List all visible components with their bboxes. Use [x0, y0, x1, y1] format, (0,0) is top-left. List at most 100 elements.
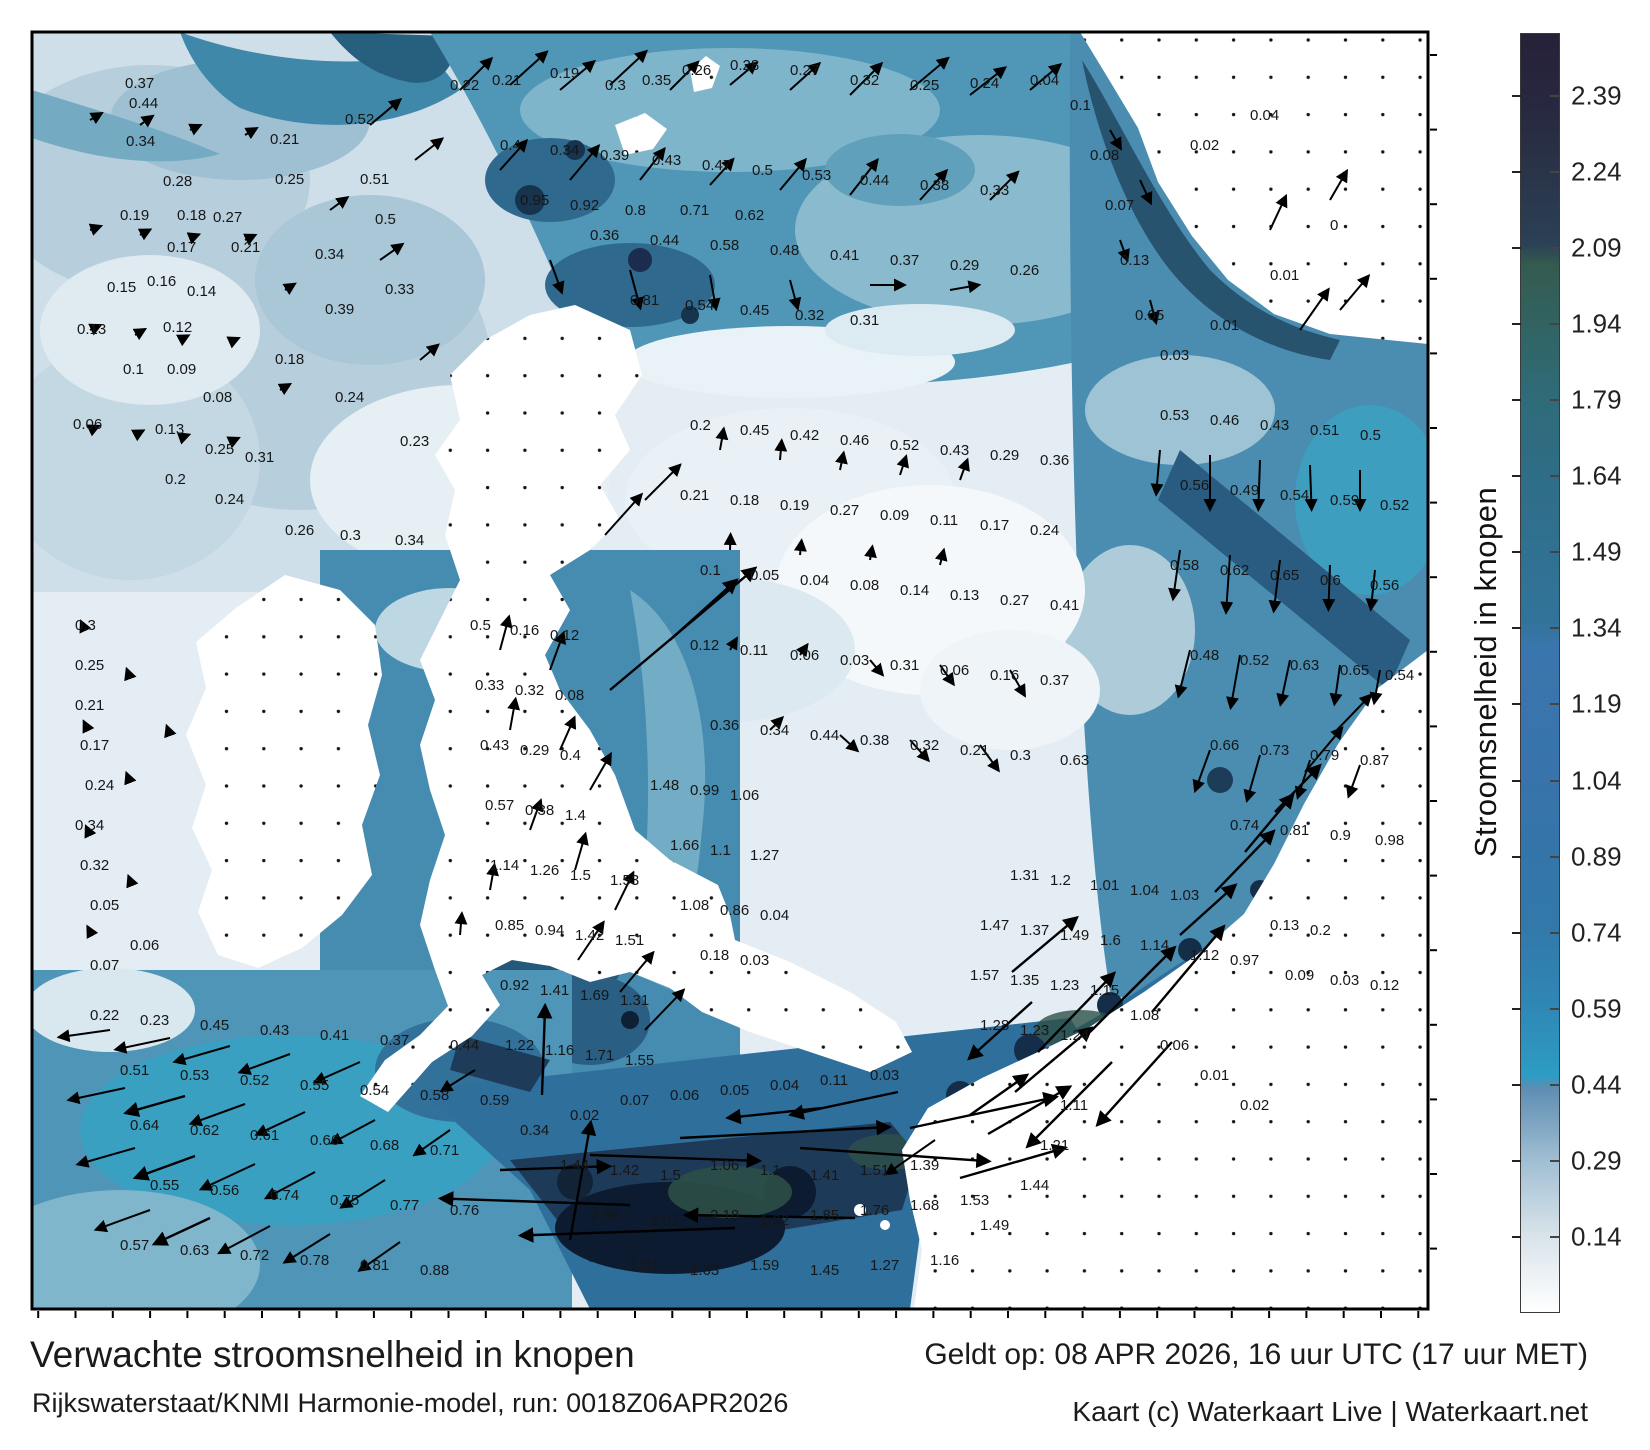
speed-value-label: 1.51	[615, 932, 644, 949]
speed-value-label: 0.29	[990, 447, 1019, 464]
colorbar-tick-label: 0.44	[1571, 1069, 1622, 1100]
current-arrow	[1025, 1061, 1113, 1149]
speed-value-label: 0.92	[570, 197, 599, 214]
speed-value-label: 0.24	[335, 389, 364, 406]
speed-value-label: 0.81	[630, 292, 659, 309]
colorbar-tick-label: 1.19	[1571, 688, 1622, 719]
speed-value-label: 0.09	[1285, 967, 1314, 984]
current-arrow	[725, 1106, 823, 1125]
speed-value-label: 0.44	[650, 232, 679, 249]
speed-value-label: 0.77	[390, 1197, 419, 1214]
speed-value-label: 0.18	[700, 947, 729, 964]
colorbar-tick-mark	[1512, 170, 1521, 173]
speed-value-label: 0.4	[500, 137, 521, 154]
current-arrow	[769, 715, 785, 731]
speed-value-label: 2.36	[590, 1207, 619, 1224]
current-arrow	[139, 114, 155, 128]
colorbar-tick-mark	[1512, 323, 1521, 326]
speed-value-label: 0.14	[187, 283, 216, 300]
current-arrow	[176, 432, 192, 445]
colorbar-tick-mark	[1550, 475, 1559, 478]
speed-value-label: 1.4	[565, 807, 586, 824]
colorbar-tick-mark	[1512, 94, 1521, 97]
current-arrow	[226, 436, 241, 449]
speed-value-label: 0.45	[200, 1017, 229, 1034]
speed-value-label: 0.39	[600, 147, 629, 164]
speed-value-label: 0.86	[720, 902, 749, 919]
speed-value-label: 0.06	[790, 647, 819, 664]
current-arrow	[459, 56, 494, 91]
speed-value-label: 0.99	[690, 782, 719, 799]
current-arrow	[124, 666, 137, 682]
colorbar-tick-mark	[1550, 551, 1559, 554]
speed-value-label: 1.06	[710, 1157, 739, 1174]
speed-value-label: 0.38	[920, 177, 949, 194]
colorbar-tick-mark	[1512, 855, 1521, 858]
speed-value-label: 0.46	[840, 432, 869, 449]
speed-value-label: 0.59	[480, 1092, 509, 1109]
colorbar-tick-label: 1.79	[1571, 384, 1622, 415]
current-arrow	[84, 824, 97, 839]
speed-value-label: 0.27	[213, 209, 242, 226]
speed-value-label: 0.73	[1260, 742, 1289, 759]
speed-value-label: 0.31	[850, 312, 879, 329]
speed-value-label: 0.21	[75, 697, 104, 714]
current-arrow	[1226, 654, 1241, 711]
current-arrow	[1009, 669, 1026, 698]
current-speed-map: 0.37 0.44 0.34 0.28 0.19 0.18 0.27 0.17 0.21 0.15…	[30, 30, 1440, 1322]
colorbar-tick-mark	[1512, 1007, 1521, 1010]
speed-value-label: 0.02	[1240, 1097, 1269, 1114]
colorbar-tick-mark	[1550, 323, 1559, 326]
speed-value-label: 0.54	[1385, 667, 1414, 684]
speed-value-label: 0.72	[240, 1247, 269, 1264]
colorbar-tick-label: 2.09	[1571, 232, 1622, 263]
speed-value-label: 0.44	[860, 172, 889, 189]
current-arrow	[788, 1090, 899, 1120]
current-arrow	[707, 274, 721, 312]
speed-value-label: 1.23	[1020, 1022, 1049, 1039]
speed-value-label: 0.18	[177, 207, 206, 224]
speed-value-label: 1.44	[1020, 1177, 1049, 1194]
speed-value-label: 0.54	[1280, 487, 1309, 504]
current-arrow	[137, 228, 153, 241]
current-arrow	[793, 538, 807, 556]
current-arrow	[88, 223, 104, 236]
colorbar-tick-label: 1.49	[1571, 536, 1622, 567]
speed-value-label: 0.06	[130, 937, 159, 954]
speed-value-label: 1.11	[1060, 1097, 1088, 1114]
speed-value-label: 1.15	[1090, 982, 1119, 999]
speed-value-label: 0.2	[690, 417, 711, 434]
speed-value-label: 0.39	[325, 301, 354, 318]
speed-value-label: 0.45	[740, 302, 769, 319]
current-arrow	[589, 751, 612, 791]
current-arrow	[839, 734, 860, 753]
speed-value-label: 0.03	[840, 652, 869, 669]
speed-value-label: 0.06	[1160, 1037, 1189, 1054]
colorbar-tick-mark	[1550, 627, 1559, 630]
colorbar-tick-mark	[1550, 703, 1559, 706]
speed-value-label: 0.04	[1030, 72, 1059, 89]
current-arrow	[439, 1069, 476, 1093]
current-arrow	[629, 269, 644, 311]
current-arrow	[1334, 693, 1373, 733]
colorbar-tick-mark	[1550, 170, 1559, 173]
speed-value-label: 1.45	[810, 1262, 839, 1279]
speed-value-label: 0.37	[890, 252, 919, 269]
speed-value-label: 0.13	[1120, 252, 1149, 269]
speed-value-label: 0.01	[1200, 1067, 1229, 1084]
colorbar-tick-label: 1.64	[1571, 460, 1622, 491]
speed-value-label: 0.43	[940, 442, 969, 459]
speed-value-label: 0.21	[231, 239, 260, 256]
valid-time: Geldt op: 08 APR 2026, 16 uur UTC (17 uu…	[924, 1338, 1588, 1371]
speed-value-label: 0.33	[980, 182, 1009, 199]
current-arrow	[604, 492, 644, 536]
colorbar-tick-mark	[1512, 703, 1521, 706]
current-arrow	[56, 1029, 111, 1043]
speed-value-label: 1.26	[530, 862, 559, 879]
colorbar-tick-label: 0.74	[1571, 917, 1622, 948]
speed-value-label: 0.6	[1320, 572, 1341, 589]
speed-value-label: 1.16	[545, 1042, 574, 1059]
current-arrow	[1117, 239, 1130, 263]
speed-value-label: 1.5	[570, 867, 591, 884]
